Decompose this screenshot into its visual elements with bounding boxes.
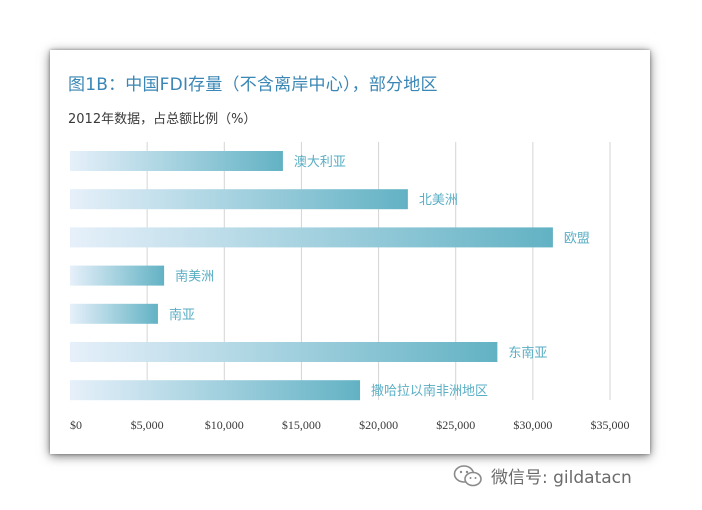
bar-label: 北美洲	[419, 193, 458, 208]
bar-2	[70, 227, 553, 248]
x-tick-label: $15,000	[282, 418, 321, 432]
chart-card: 图1B：中国FDI存量（不含离岸中心），部分地区 2012年数据，占总额比例（%…	[50, 50, 650, 454]
bar-3	[70, 265, 165, 286]
bar-label: 南亚	[169, 307, 195, 323]
x-tick-label: $35,000	[591, 418, 630, 432]
bar-0	[70, 151, 283, 171]
bar-6	[70, 380, 361, 401]
x-tick-label: $30,000	[513, 418, 552, 432]
bar-label: 南美洲	[175, 269, 214, 285]
bar-label: 东南亚	[508, 345, 547, 361]
watermark-text: 微信号: gildatacn	[491, 468, 632, 488]
bar-label: 撒哈拉以南非洲地区	[371, 383, 488, 399]
x-tick-label: $5,000	[131, 418, 164, 432]
x-tick-label: $25,000	[436, 418, 475, 432]
watermark: 微信号: gildatacn	[453, 463, 632, 488]
bar-label: 欧盟	[564, 231, 590, 246]
x-tick-label: $0	[70, 418, 82, 432]
bar-4	[70, 303, 158, 324]
wechat-icon	[453, 464, 482, 486]
bar-1	[70, 189, 408, 210]
x-tick-label: $20,000	[359, 418, 398, 432]
bar-label: 澳大利亚	[294, 154, 346, 170]
chart-subtitle: 2012年数据，占总额比例（%）	[68, 112, 257, 127]
bar-5	[70, 342, 498, 362]
x-tick-label: $10,000	[205, 418, 244, 432]
chart-title: 图1B：中国FDI存量（不含离岸中心），部分地区	[68, 75, 438, 95]
